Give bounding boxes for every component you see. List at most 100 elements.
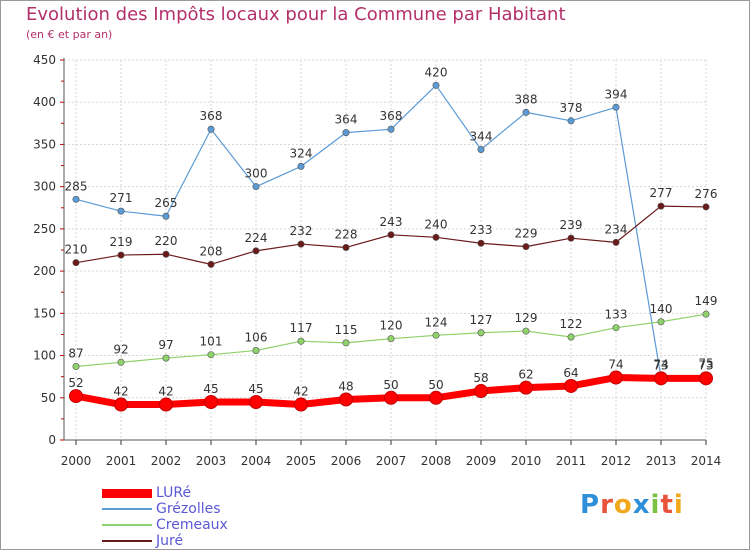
data-point-lure [429, 390, 443, 405]
data-label-grezolles: 388 [515, 92, 538, 106]
data-label-cremeaux: 124 [425, 315, 448, 329]
data-label-jure: 224 [245, 231, 268, 245]
data-label-jure: 232 [290, 224, 313, 238]
data-label-grezolles: 271 [110, 191, 133, 205]
data-point-lure [204, 395, 218, 409]
data-labels-layer: 285 271 265 368 300 324 364 368 420 344 388 378 394 7… [65, 65, 718, 398]
data-label-lure: 52 [68, 376, 83, 390]
series-layer [69, 81, 713, 412]
legend-item-cremeaux: Cremeaux [102, 517, 228, 533]
data-point-grezolles [432, 81, 440, 89]
proxiti-logo: Proxiti [580, 490, 684, 520]
data-point-jure [657, 202, 665, 210]
data-point-grezolles [342, 129, 350, 137]
data-label-lure: 58 [473, 371, 488, 385]
x-tick-label: 2013 [646, 454, 677, 468]
x-tick-label: 2005 [286, 454, 317, 468]
data-label-lure: 42 [293, 385, 308, 399]
y-tick-label: 50 [41, 391, 56, 405]
data-point-lure [519, 380, 533, 395]
data-point-grezolles [72, 195, 80, 203]
data-label-jure: 233 [470, 223, 493, 237]
data-point-cremeaux [612, 324, 620, 332]
data-label-lure: 48 [338, 379, 353, 393]
data-label-jure: 243 [380, 215, 403, 229]
legend-label: Juré [156, 533, 184, 549]
logo-letter: i [650, 490, 661, 520]
logo-letter: i [673, 490, 684, 520]
data-point-jure [387, 231, 395, 239]
data-label-cremeaux: 101 [200, 335, 223, 349]
legend-item-jure: Juré [102, 533, 183, 549]
x-tick-label: 2011 [556, 454, 587, 468]
data-label-grezolles: 378 [560, 101, 583, 115]
data-point-cremeaux [207, 351, 215, 359]
x-tick-label: 2014 [691, 454, 722, 468]
data-label-lure: 64 [563, 366, 578, 380]
legend-label: Grézolles [156, 501, 221, 517]
data-label-grezolles: 300 [245, 167, 268, 181]
data-label-lure: 45 [203, 382, 218, 396]
chart-title: Evolution des Impôts locaux pour la Comm… [26, 4, 566, 25]
data-point-jure [297, 240, 305, 248]
data-label-lure: 42 [158, 385, 173, 399]
y-tick-label: 300 [33, 180, 56, 194]
legend-swatch [102, 524, 152, 526]
data-point-grezolles [162, 212, 170, 220]
data-point-grezolles [387, 125, 395, 133]
data-point-grezolles [297, 162, 305, 170]
x-tick-label: 2008 [421, 454, 452, 468]
data-point-lure [69, 389, 83, 404]
data-label-jure: 210 [65, 243, 88, 257]
x-tick-label: 2003 [196, 454, 227, 468]
data-label-lure: 73 [653, 358, 668, 372]
data-label-lure: 42 [113, 385, 128, 399]
data-point-cremeaux [117, 358, 125, 366]
data-point-lure [564, 378, 578, 393]
data-point-grezolles [252, 183, 260, 191]
data-point-grezolles [522, 108, 530, 116]
data-label-jure: 208 [200, 244, 223, 258]
logo-letter: o [613, 490, 633, 520]
data-label-lure: 50 [383, 378, 398, 392]
data-label-jure: 220 [155, 234, 178, 248]
data-point-grezolles [207, 125, 215, 133]
data-point-cremeaux [297, 337, 305, 345]
data-label-jure: 228 [335, 227, 358, 241]
data-point-lure [159, 397, 173, 412]
y-tick-label: 200 [33, 264, 56, 278]
data-label-jure: 219 [110, 235, 133, 249]
data-point-cremeaux [567, 333, 575, 341]
data-label-cremeaux: 129 [515, 311, 538, 325]
data-point-grezolles [117, 207, 125, 215]
data-label-cremeaux: 122 [560, 317, 583, 331]
data-point-jure [612, 238, 620, 246]
data-point-lure [249, 395, 263, 409]
x-tick-label: 2006 [331, 454, 362, 468]
data-point-cremeaux [252, 346, 260, 354]
data-label-grezolles: 75 [698, 357, 713, 371]
chart-subtitle: (en € et par an) [26, 28, 113, 41]
x-tick-label: 2007 [376, 454, 407, 468]
data-point-jure [702, 203, 710, 211]
data-label-grezolles: 368 [200, 109, 223, 123]
legend-swatch [102, 540, 152, 542]
data-label-cremeaux: 149 [695, 294, 718, 308]
data-label-jure: 277 [650, 186, 673, 200]
data-point-jure [432, 233, 440, 241]
x-tick-label: 2004 [241, 454, 272, 468]
data-label-cremeaux: 133 [605, 308, 628, 322]
data-point-cremeaux [342, 339, 350, 347]
y-tick-label: 150 [33, 306, 56, 320]
x-tick-label: 2002 [151, 454, 182, 468]
data-label-lure: 45 [248, 382, 263, 396]
legend-label: LURé [156, 485, 192, 501]
y-tick-label: 400 [33, 95, 56, 109]
data-label-cremeaux: 115 [335, 323, 358, 337]
data-point-jure [477, 239, 485, 247]
x-tick-label: 2000 [61, 454, 92, 468]
data-point-cremeaux [432, 331, 440, 339]
data-point-lure [114, 397, 128, 412]
